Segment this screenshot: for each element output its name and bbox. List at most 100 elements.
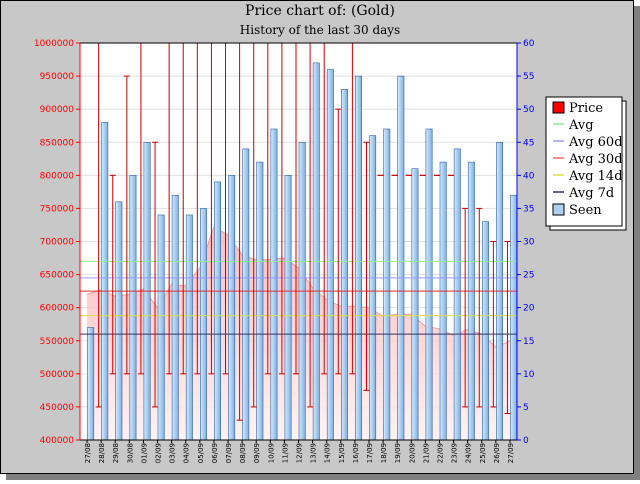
- x-axis-tick-label: 21/09: [422, 443, 430, 463]
- x-axis-tick-label: 16/09: [352, 443, 360, 463]
- frame-shadow-right: [634, 6, 640, 480]
- right-axis-tick-label: 45: [523, 138, 534, 148]
- left-axis-tick-label: 1000000: [34, 39, 74, 49]
- seen-bar: [115, 201, 123, 441]
- x-axis-tick-label: 29/08: [112, 443, 120, 463]
- x-axis-tick-label: 11/09: [281, 443, 289, 463]
- seen-bar: [312, 62, 320, 441]
- left-axis-tick-label: 550000: [40, 337, 75, 347]
- x-axis-tick-label: 13/09: [310, 443, 318, 463]
- left-axis-tick-label: 950000: [40, 72, 75, 82]
- left-axis-tick-label: 650000: [40, 271, 75, 281]
- right-axis-tick-label: 40: [523, 171, 535, 181]
- right-axis-tick-label: 10: [523, 370, 535, 380]
- frame-shadow-bottom: [6, 474, 640, 480]
- avg-price-line: [86, 226, 511, 348]
- x-axis-tick-label: 08/09: [239, 443, 247, 463]
- average-lines: [80, 260, 517, 335]
- seen-bar: [157, 214, 165, 441]
- x-axis-tick-label: 24/09: [465, 443, 473, 463]
- seen-bar: [453, 148, 461, 441]
- x-axis-tick-label: 02/09: [155, 443, 163, 463]
- x-axis-tick-label: 07/09: [225, 443, 233, 463]
- legend-label: Avg 60d: [568, 135, 623, 150]
- seen-bar: [467, 161, 475, 441]
- x-axis-tick-label: 30/08: [126, 443, 134, 463]
- seen-bar: [270, 128, 278, 441]
- left-axis-tick-label: 400000: [40, 436, 75, 446]
- right-axis-tick-label: 0: [523, 436, 529, 446]
- left-axis-tick-label: 500000: [40, 370, 75, 380]
- seen-bar: [284, 175, 292, 441]
- x-axis-tick-label: 12/09: [296, 443, 304, 463]
- right-axis-tick-label: 15: [523, 337, 534, 347]
- seen-bars: [87, 62, 518, 441]
- legend-label: Avg 30d: [568, 152, 623, 167]
- x-axis-tick-label: 17/09: [366, 443, 374, 463]
- x-axis-tick-label: 27/08: [84, 443, 92, 463]
- x-axis-tick-label: 22/09: [436, 443, 444, 463]
- left-axis-tick-label: 600000: [40, 304, 75, 314]
- x-axis-tick-label: 19/09: [394, 443, 402, 463]
- x-axis-ticks: 27/08 28/08 29/08 30/08 01/09 02/09 03/09 04/09…: [84, 440, 515, 463]
- right-axis-tick-label: 25: [523, 271, 534, 281]
- seen-bar: [369, 135, 377, 441]
- x-axis-tick-label: 28/08: [98, 443, 106, 463]
- legend-label: Avg 7d: [568, 186, 614, 201]
- seen-bar: [340, 89, 348, 441]
- x-axis-tick-label: 18/09: [380, 443, 388, 463]
- left-axis-tick-label: 700000: [40, 238, 75, 248]
- right-axis-tick-label: 55: [523, 72, 534, 82]
- legend-label: Avg: [568, 118, 594, 133]
- left-axis-tick-label: 800000: [40, 171, 75, 181]
- right-axis-ticks: 0 5 10 15 20 25 30 35 40 45 50 55 60: [517, 39, 535, 446]
- seen-bar: [228, 175, 236, 441]
- seen-bar: [256, 161, 264, 441]
- chart-title: Price chart of: (Gold): [245, 3, 395, 19]
- x-axis-tick-label: 23/09: [451, 443, 459, 463]
- seen-bar: [439, 161, 447, 441]
- legend-label: Seen: [569, 203, 602, 218]
- right-axis-tick-label: 35: [523, 204, 534, 214]
- seen-bar: [242, 148, 250, 441]
- x-axis-tick-label: 03/09: [169, 443, 177, 463]
- seen-bar: [129, 175, 137, 441]
- legend: Price Avg Avg 60d Avg 30d Avg 14d Avg 7d Seen: [552, 101, 623, 218]
- left-axis-tick-label: 850000: [40, 138, 75, 148]
- right-axis-tick-label: 60: [523, 39, 535, 49]
- x-axis-tick-label: 05/09: [197, 443, 205, 463]
- right-axis-tick-label: 50: [523, 105, 535, 115]
- chart-subtitle: History of the last 30 days: [240, 23, 400, 37]
- x-axis-tick-label: 14/09: [324, 443, 332, 463]
- x-axis-tick-label: 25/09: [479, 443, 487, 463]
- legend-label: Price: [569, 101, 603, 116]
- seen-bar: [481, 221, 489, 441]
- price-range-marks: [95, 42, 511, 421]
- seen-bar: [214, 181, 221, 441]
- seen-bar: [87, 327, 95, 441]
- x-axis-tick-label: 27/09: [507, 443, 515, 463]
- right-axis-tick-label: 20: [523, 304, 535, 314]
- left-axis-tick-label: 750000: [40, 204, 75, 214]
- x-axis-tick-label: 09/09: [253, 443, 261, 463]
- seen-bar: [411, 168, 419, 441]
- seen-bar: [185, 214, 193, 441]
- x-axis-tick-label: 01/09: [140, 443, 148, 463]
- x-axis-tick-label: 26/09: [493, 443, 501, 463]
- legend-label: Avg 14d: [568, 169, 623, 184]
- x-axis-tick-label: 20/09: [408, 443, 416, 463]
- x-axis-tick-label: 10/09: [267, 443, 275, 463]
- x-axis-tick-label: 15/09: [338, 443, 346, 463]
- right-axis-tick-label: 5: [523, 403, 529, 413]
- seen-bar: [397, 75, 405, 441]
- legend-swatch-box: [552, 203, 565, 216]
- seen-bar: [326, 69, 334, 441]
- x-axis-tick-label: 04/09: [183, 443, 191, 463]
- seen-bar: [425, 128, 433, 441]
- seen-bar: [101, 122, 109, 441]
- left-axis-tick-label: 900000: [40, 105, 75, 115]
- left-axis-tick-label: 450000: [40, 403, 75, 413]
- seen-bar: [171, 194, 179, 441]
